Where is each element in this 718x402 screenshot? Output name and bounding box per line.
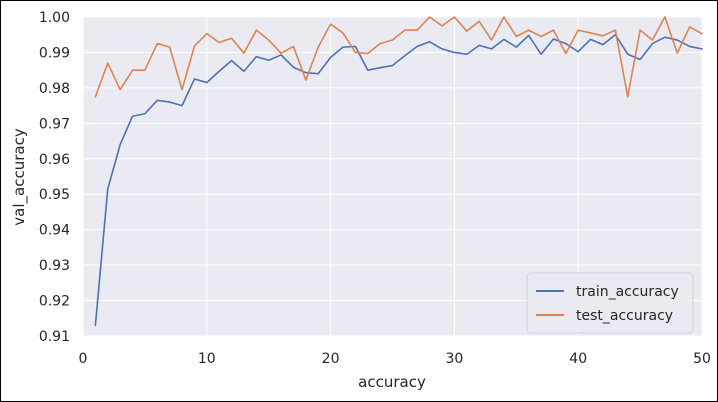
legend: train_accuracy test_accuracy (526, 272, 694, 334)
x-tick-label: 40 (569, 351, 587, 367)
y-tick-label: 1.00 (39, 10, 70, 26)
y-tick-label: 0.91 (39, 329, 70, 345)
x-tick-label: 30 (445, 351, 463, 367)
x-tick-label: 50 (693, 351, 711, 367)
y-tick-label: 0.95 (39, 187, 70, 203)
y-tick-label: 0.99 (39, 45, 70, 61)
legend-label-train-accuracy: train_accuracy (576, 284, 679, 300)
y-tick-label: 0.97 (39, 116, 70, 132)
legend-box (526, 272, 694, 334)
y-tick-label: 0.92 (39, 294, 70, 310)
y-tick-label: 0.98 (39, 81, 70, 97)
x-tick-label: 0 (79, 351, 88, 367)
x-tick-label: 20 (322, 351, 340, 367)
x-tick-label: 10 (198, 351, 216, 367)
series-line-train-accuracy (94, 33, 703, 327)
y-tick-label: 0.94 (39, 223, 70, 239)
series-line-test-accuracy (94, 16, 703, 98)
legend-label-test-accuracy: test_accuracy (576, 308, 673, 324)
y-axis-label: val_accuracy (10, 128, 29, 226)
y-tick-label: 0.96 (39, 152, 70, 168)
x-axis-label: accuracy (358, 373, 426, 391)
y-tick-label: 0.93 (39, 258, 70, 274)
